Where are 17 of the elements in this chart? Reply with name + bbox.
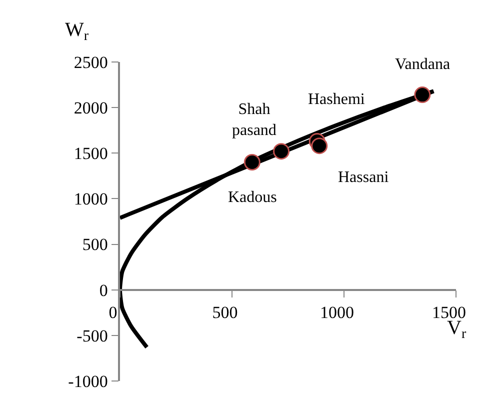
x-tick-label: 1000 [320,303,354,322]
y-tick-label: 500 [82,235,108,254]
x-tick-label: 500 [212,303,238,322]
y-tick-label: 2000 [74,98,108,118]
annotation: Hashemi [308,91,366,108]
y-axis-title: W$_{r}$ [65,19,89,44]
annotation: Kadous [228,189,277,206]
annotation: Shah pasand [232,101,276,139]
y-tick-label: 0 [99,280,108,300]
y-tick-label: 1000 [74,190,108,209]
y-tick-label: -500 [76,326,108,346]
annotation: Hassani [338,169,390,186]
y-tick-label: 2500 [74,52,108,72]
y-tick-label: 1500 [74,144,108,164]
x-axis-title: V$_{r}$ [447,317,466,342]
annotation: Vandana [395,56,450,73]
y-tick-label: -1000 [68,372,108,391]
